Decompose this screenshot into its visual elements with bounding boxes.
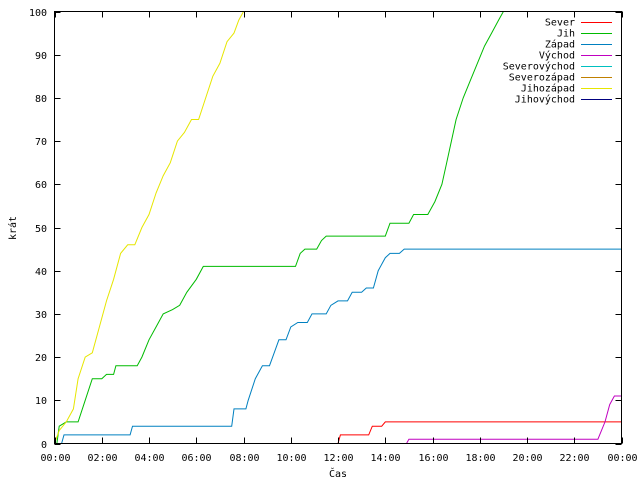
y-axis-label: krát bbox=[7, 216, 19, 240]
y-tick-label: 90 bbox=[35, 51, 47, 62]
x-tick-label: 06:00 bbox=[181, 453, 211, 464]
x-tick-label: 22:00 bbox=[559, 453, 589, 464]
series-line-2 bbox=[56, 11, 504, 444]
legend-label: Jih bbox=[557, 29, 575, 40]
y-tick-label: 80 bbox=[35, 94, 47, 105]
x-tick-label: 00:00 bbox=[607, 453, 637, 464]
legend-label: Severovýchod bbox=[503, 61, 575, 73]
legend-label: Jihovýchod bbox=[515, 94, 575, 106]
x-tick-label: 10:00 bbox=[276, 453, 306, 464]
y-tick-label: 70 bbox=[35, 137, 47, 148]
legend-label: Jihozápad bbox=[521, 83, 575, 95]
legend-label: Východ bbox=[539, 50, 575, 62]
y-tick-label: 30 bbox=[35, 310, 47, 321]
y-tick-label: 10 bbox=[35, 396, 47, 407]
y-tick-label: 100 bbox=[29, 8, 47, 19]
legend-label: Severozápad bbox=[509, 72, 575, 84]
x-tick-label: 00:00 bbox=[40, 453, 70, 464]
x-tick-label: 08:00 bbox=[229, 453, 259, 464]
x-tick-label: 04:00 bbox=[134, 453, 164, 464]
x-tick-label: 12:00 bbox=[323, 453, 353, 464]
x-axis-ticks: 00:00 02:00 04:00 06:00 08:00 10:00 12:00 14:00… bbox=[40, 11, 638, 464]
legend: SeverJihZápadVýchodSeverovýchodSeverozáp… bbox=[503, 18, 612, 106]
x-axis-label: Čas bbox=[329, 467, 347, 480]
y-tick-label: 40 bbox=[35, 267, 47, 278]
series-layer bbox=[54, 11, 622, 444]
y-tick-label: 60 bbox=[35, 180, 47, 191]
x-tick-label: 02:00 bbox=[87, 453, 117, 464]
series-line-1 bbox=[337, 421, 622, 444]
x-tick-label: 18:00 bbox=[465, 453, 495, 464]
series-line-4 bbox=[406, 395, 622, 444]
legend-label: Sever bbox=[545, 18, 575, 29]
y-tick-label: 50 bbox=[35, 224, 47, 235]
series-line-3 bbox=[61, 248, 622, 444]
x-tick-label: 14:00 bbox=[370, 453, 400, 464]
y-axis-ticks: 0 10 20 30 40 50 60 70 80 90 100 bbox=[29, 8, 622, 451]
y-tick-label: 20 bbox=[35, 353, 47, 364]
x-tick-label: 20:00 bbox=[512, 453, 542, 464]
x-tick-label: 16:00 bbox=[418, 453, 448, 464]
legend-label: Západ bbox=[545, 39, 575, 51]
series-line-7 bbox=[54, 11, 244, 444]
y-tick-label: 0 bbox=[41, 440, 47, 451]
